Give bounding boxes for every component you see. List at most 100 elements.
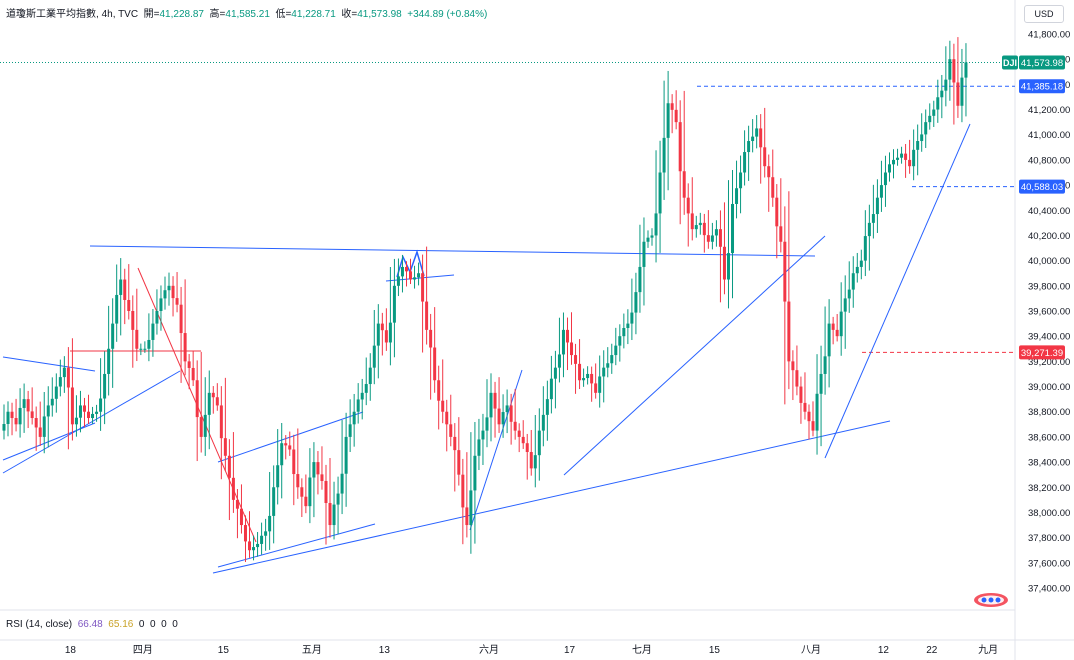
trendlines[interactable] (2, 123, 971, 574)
candle-body (501, 412, 505, 425)
close-label: 收 (341, 9, 352, 20)
candle-body (54, 386, 58, 399)
candle-body (936, 97, 940, 110)
candle-body (316, 462, 320, 475)
candle-body (211, 392, 215, 398)
time-tick-label: 18 (65, 645, 77, 656)
price-tick-label: 41,000.00 (1028, 130, 1070, 141)
candle-body (2, 424, 6, 431)
candle-body (493, 392, 497, 409)
price-tick-label: 38,200.00 (1028, 483, 1070, 494)
candle-body (111, 323, 115, 349)
candle-body (175, 298, 179, 305)
candle-body (163, 290, 167, 299)
candle-body (62, 367, 66, 378)
candle-body (215, 397, 219, 406)
rsi-extra-3: 0 (161, 619, 167, 630)
price-axis[interactable]: 41,800.0041,600.0041,400.0041,200.0041,0… (1028, 30, 1070, 595)
candle-body (66, 367, 70, 388)
low-label: 低 (275, 9, 286, 20)
candle-body (726, 253, 730, 280)
candle-body (630, 312, 634, 324)
price-tick-label: 38,600.00 (1028, 432, 1070, 443)
candle-body (622, 327, 626, 337)
candle-body (831, 323, 835, 330)
candle-body (276, 465, 280, 488)
open-value: 41,228.87 (159, 9, 204, 20)
price-tick-label: 38,400.00 (1028, 458, 1070, 469)
candle-body (135, 329, 139, 349)
candle-body (449, 424, 453, 437)
candle-body (654, 213, 658, 236)
candle-body (710, 235, 714, 242)
candle-body (82, 405, 86, 412)
rsi-legend[interactable]: RSI (14, close) 66.48 65.16 0 0 0 0 (6, 619, 178, 630)
candle-body (223, 438, 227, 456)
candle-body (924, 122, 928, 135)
price-tick-label: 37,800.00 (1028, 533, 1070, 544)
candle-body (875, 197, 879, 215)
candle-body (372, 345, 376, 368)
candle-body (288, 445, 292, 450)
candle-body (38, 427, 42, 437)
candle-body (795, 370, 799, 387)
candle-body (702, 222, 706, 236)
candle-body (718, 229, 722, 247)
candle-body (6, 411, 10, 425)
candle-body (598, 376, 602, 393)
candle-body (863, 236, 867, 261)
candle-body (139, 348, 143, 350)
price-tick-label: 39,400.00 (1028, 332, 1070, 343)
candle-body (396, 276, 400, 286)
price-tick-label: 41,200.00 (1028, 105, 1070, 116)
candle-body (960, 77, 964, 106)
candle-body (771, 177, 775, 198)
time-tick-label: 15 (218, 645, 230, 656)
candle-body (336, 493, 340, 505)
candle-body (509, 405, 513, 422)
candle-body (602, 367, 606, 377)
candle-body (300, 487, 304, 497)
candle-body (900, 153, 904, 158)
currency-button[interactable]: USD (1024, 5, 1064, 23)
change-value: +344.89 (+0.84%) (407, 9, 488, 20)
trendline (212, 420, 891, 574)
candle-body (91, 413, 95, 419)
open-label: 開 (143, 9, 154, 20)
price-tick-label: 38,800.00 (1028, 407, 1070, 418)
candle-body (461, 474, 465, 508)
candle-body (670, 103, 674, 110)
close-value: 41,573.98 (357, 9, 402, 20)
candle-body (167, 285, 171, 291)
candle-body (425, 301, 429, 330)
price-label-box (1019, 55, 1065, 70)
candle-body (115, 294, 119, 324)
candle-body (944, 79, 948, 91)
candle-body (662, 137, 666, 173)
candle-body (638, 266, 642, 293)
candle-body (674, 109, 678, 123)
candle-body (517, 430, 521, 437)
price-label-text: 39,271.39 (1021, 348, 1063, 359)
candle-body (364, 384, 368, 393)
candle-body (151, 323, 155, 340)
candle-body (747, 141, 751, 153)
candle-body (759, 128, 763, 148)
trendline (217, 523, 376, 568)
candle-body (594, 383, 598, 393)
symbol-legend[interactable]: 道瓊斯工業平均指數, 4h, TVC 開=41,228.87 高=41,585.… (6, 9, 488, 20)
candle-body (763, 147, 767, 167)
candle-body (10, 411, 14, 419)
horizontal-levels[interactable] (70, 85, 1015, 353)
candle-body (807, 411, 811, 422)
time-axis[interactable]: 18 四月 15 五月 13 六月 17 七月 15 八月 12 22 九月 (65, 644, 998, 656)
time-tick-label: 八月 (801, 644, 821, 656)
candle-body (533, 455, 537, 469)
candle-body (827, 323, 831, 357)
tradingview-logo-icon[interactable] (974, 593, 1008, 607)
candle-body (912, 149, 916, 167)
candle-body (304, 496, 308, 507)
candle-body (74, 417, 78, 425)
candlestick-series[interactable] (2, 37, 968, 562)
